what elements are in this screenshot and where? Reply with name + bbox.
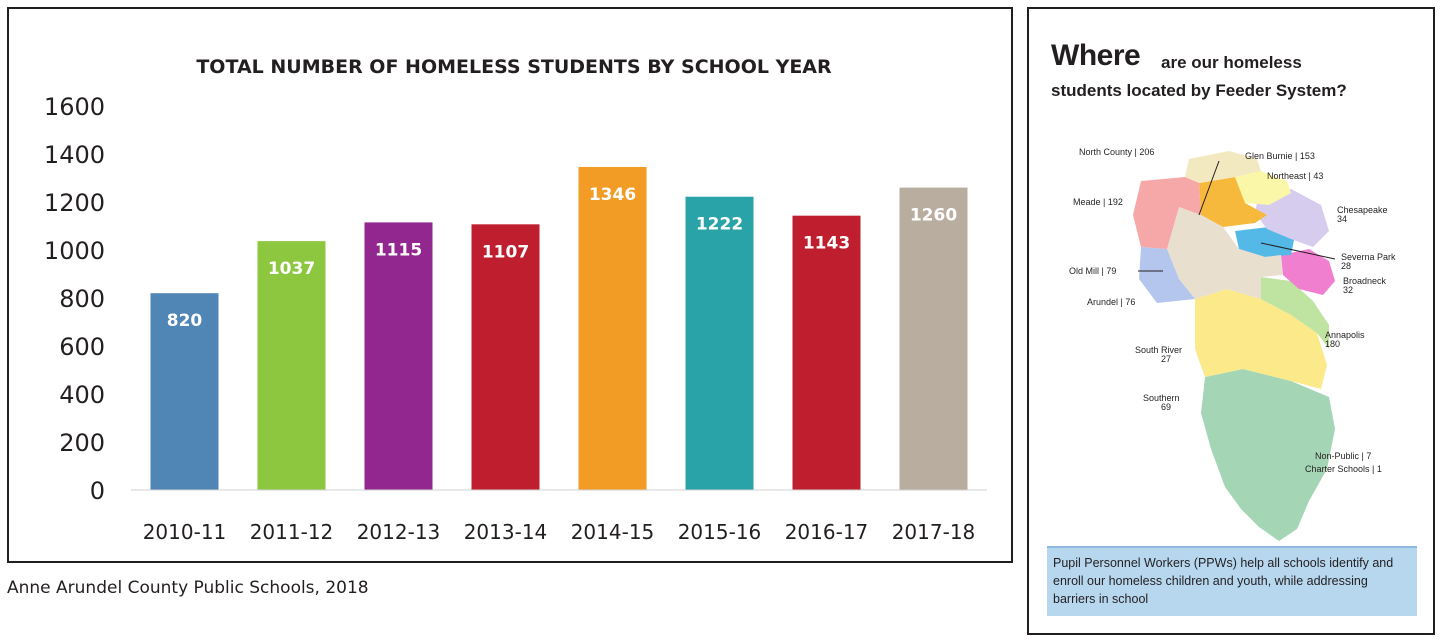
y-tick-label: 1000 xyxy=(44,237,105,265)
region-arundel xyxy=(1139,247,1195,303)
region-annapolis xyxy=(1261,277,1329,349)
x-tick-label: 2013-14 xyxy=(464,520,548,544)
bar-2015-16 xyxy=(685,196,754,490)
x-tick-label: 2010-11 xyxy=(143,520,227,544)
x-tick-label: 2014-15 xyxy=(571,520,655,544)
bar-value-label: 820 xyxy=(167,311,203,331)
feeder-system-map: North County | 206 Glen Burnie | 153 Nor… xyxy=(1069,147,1396,541)
label-meade: Meade | 192 xyxy=(1073,197,1123,207)
region-chesapeake xyxy=(1255,189,1329,247)
y-tick-label: 1200 xyxy=(44,189,105,217)
label-charter: Charter Schools | 1 xyxy=(1305,464,1382,474)
ppw-info-box: Pupil Personnel Workers (PPWs) help all … xyxy=(1047,546,1417,616)
label-south-river-2: 27 xyxy=(1161,354,1171,364)
x-tick-label: 2015-16 xyxy=(678,520,762,544)
bar-value-label: 1115 xyxy=(375,240,422,260)
bar-value-label: 1346 xyxy=(589,185,636,205)
region-broadneck xyxy=(1281,249,1335,295)
label-annapolis-1: Annapolis xyxy=(1325,330,1365,340)
label-old-mill: Old Mill | 79 xyxy=(1069,266,1116,276)
y-tick-label: 0 xyxy=(90,477,105,505)
x-tick-label: 2011-12 xyxy=(250,520,334,544)
region-south-river xyxy=(1195,289,1327,389)
map-title-line2: students located by Feeder System? xyxy=(1051,81,1347,100)
label-severna-park-2: 28 xyxy=(1341,261,1351,271)
region-glen-burnie xyxy=(1199,177,1267,227)
bar-2016-17 xyxy=(792,215,861,490)
chart-title: TOTAL NUMBER OF HOMELESS STUDENTS BY SCH… xyxy=(196,56,832,78)
bar-value-label: 1260 xyxy=(910,206,957,226)
map-leader-lines xyxy=(1138,160,1336,272)
ppw-text: Pupil Personnel Workers (PPWs) help all … xyxy=(1053,556,1394,606)
label-northeast: Northeast | 43 xyxy=(1267,171,1323,181)
map-labels: North County | 206 Glen Burnie | 153 Nor… xyxy=(1069,147,1396,474)
bar-value-label: 1222 xyxy=(696,215,743,235)
region-southern xyxy=(1201,369,1335,541)
y-tick-label: 1600 xyxy=(44,93,105,121)
y-tick-label: 200 xyxy=(59,429,105,457)
region-northeast xyxy=(1235,171,1291,205)
bar-value-label: 1107 xyxy=(482,242,529,262)
bar-2017-18 xyxy=(899,187,968,490)
bar-2010-11 xyxy=(150,293,219,490)
label-non-public: Non-Public | 7 xyxy=(1315,451,1371,461)
bar-2014-15 xyxy=(578,166,647,490)
x-axis: 2010-11 2011-12 2012-13 2013-14 2014-15 2015-… xyxy=(131,489,987,544)
label-southern-2: 69 xyxy=(1161,402,1171,412)
map-title-where: Where xyxy=(1051,39,1141,72)
y-tick-label: 400 xyxy=(59,381,105,409)
region-severna-park xyxy=(1235,227,1295,257)
y-tick-label: 600 xyxy=(59,333,105,361)
x-tick-label: 2017-18 xyxy=(892,520,976,544)
y-axis: 0 200 400 600 800 1000 1200 1400 1600 xyxy=(44,93,105,505)
label-north-county: North County | 206 xyxy=(1079,147,1154,157)
map-regions xyxy=(1133,151,1335,541)
bars: 820 1037 1115 1107 1346 1222 1143 1260 xyxy=(150,166,968,490)
bar-2012-13 xyxy=(364,222,433,490)
region-old-mill xyxy=(1167,207,1283,299)
map-panel: Where are our homeless students located … xyxy=(1027,7,1435,635)
y-tick-label: 800 xyxy=(59,285,105,313)
label-severna-park-1: Severna Park xyxy=(1341,252,1396,262)
label-broadneck-2: 32 xyxy=(1343,285,1353,295)
label-broadneck-1: Broadneck xyxy=(1343,276,1387,286)
label-chesapeake-2: 34 xyxy=(1337,214,1347,224)
label-arundel: Arundel | 76 xyxy=(1087,297,1135,307)
bar-2013-14 xyxy=(471,224,540,490)
chart-panel: TOTAL NUMBER OF HOMELESS STUDENTS BY SCH… xyxy=(7,7,1013,563)
bar-value-label: 1037 xyxy=(268,259,315,279)
bar-chart: TOTAL NUMBER OF HOMELESS STUDENTS BY SCH… xyxy=(44,56,987,544)
label-southern-1: Southern xyxy=(1143,393,1180,403)
source-note: Anne Arundel County Public Schools, 2018 xyxy=(7,578,369,598)
bar-value-label: 1143 xyxy=(803,234,850,254)
x-tick-label: 2016-17 xyxy=(785,520,869,544)
x-tick-label: 2012-13 xyxy=(357,520,441,544)
map-title-rest: are our homeless xyxy=(1161,53,1302,72)
y-tick-label: 1400 xyxy=(44,141,105,169)
label-annapolis-2: 180 xyxy=(1325,339,1340,349)
region-meade xyxy=(1133,177,1201,249)
label-glen-burnie: Glen Burnie | 153 xyxy=(1245,151,1315,161)
bar-2011-12 xyxy=(257,241,326,490)
label-chesapeake-1: Chesapeake xyxy=(1337,205,1388,215)
region-north-county xyxy=(1185,151,1261,183)
label-south-river-1: South River xyxy=(1135,345,1182,355)
